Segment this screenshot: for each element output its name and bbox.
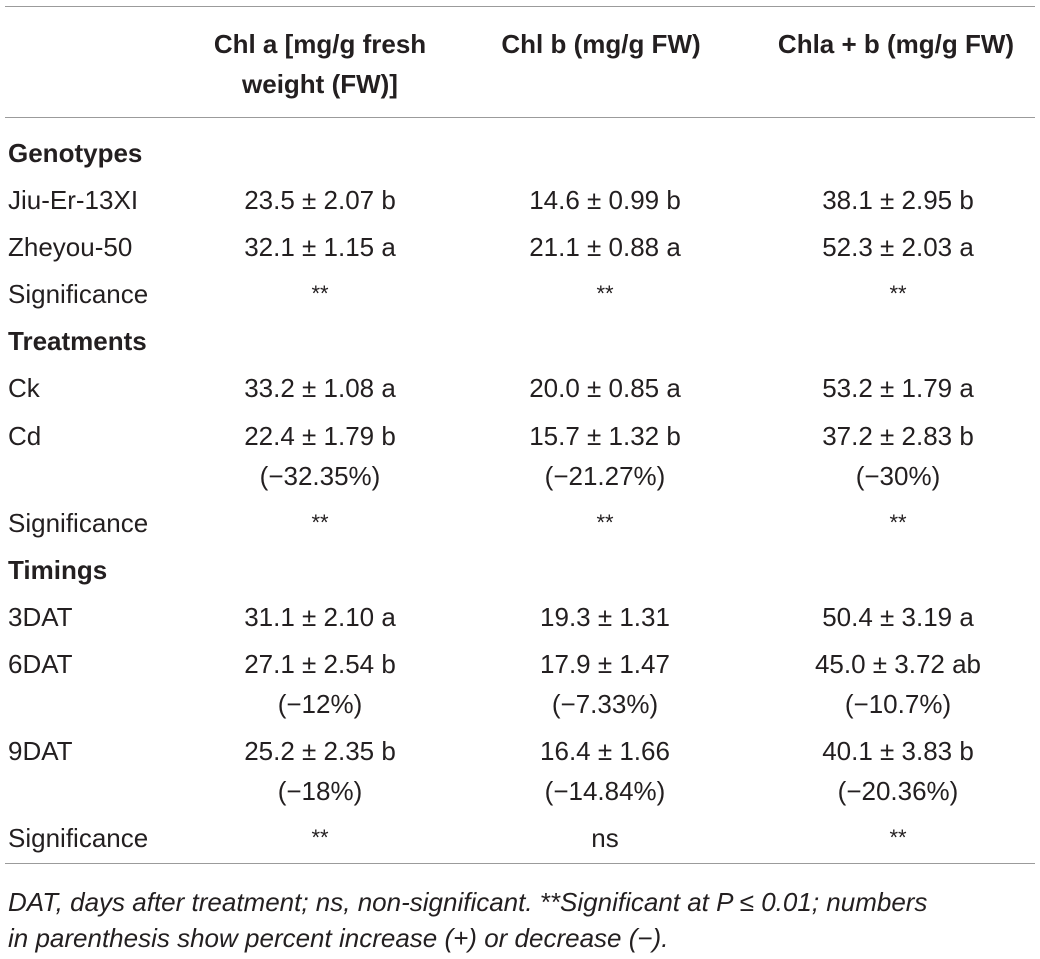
cell-chl-a: 31.1 ± 2.10 a [244,602,396,632]
cell-chl-a: 22.4 ± 1.79 b (−32.35%) [170,416,470,496]
cell-chl-ab: 38.1 ± 2.95 b [822,185,974,215]
cell-chl-b: ** [596,281,614,306]
row-label: 3DAT [8,602,73,632]
cell-value: 25.2 ± 2.35 b [244,736,396,766]
cell-chl-ab: 37.2 ± 2.83 b (−30%) [748,416,1040,496]
footnote-line2: in parenthesis show percent increase (+)… [8,923,669,953]
table-top-rule [5,6,1035,7]
cell-chl-b: ** [596,510,614,535]
cell-percent: (−18%) [277,776,363,806]
cell-chl-b: 16.4 ± 1.66 (−14.84%) [455,731,755,811]
cell-chl-ab: 40.1 ± 3.83 b (−20.36%) [748,731,1040,811]
row-label: Ck [8,373,40,403]
table-footnote: DAT, days after treatment; ns, non-signi… [8,884,1038,956]
cell-value: 16.4 ± 1.66 [540,736,670,766]
row-label: Significance [8,823,149,853]
row-label: 6DAT [8,649,73,679]
cell-percent: (−7.33%) [551,689,659,719]
cell-percent: (−14.84%) [544,776,666,806]
column-header-chl-a: Chl a [mg/g fresh weight (FW)] [182,24,458,104]
row-label: Jiu-Er-13XI [8,185,139,215]
cell-chl-ab: 53.2 ± 1.79 a [822,373,974,403]
column-header-chl-ab: Chla + b (mg/g FW) [777,29,1015,59]
cell-value: 17.9 ± 1.47 [540,649,670,679]
column-header-chl-b: Chl b (mg/g FW) [501,29,701,59]
cell-chl-b: 20.0 ± 0.85 a [529,373,681,403]
row-label: 9DAT [8,736,73,766]
table-bottom-rule [5,863,1035,864]
column-header-chl-a-line1: Chl a [mg/g fresh [213,29,427,59]
cell-percent: (−30%) [855,461,941,491]
row-label: Zheyou-50 [8,232,133,262]
cell-chl-b: 19.3 ± 1.31 [540,602,670,632]
cell-chl-a: 32.1 ± 1.15 a [244,232,396,262]
cell-percent: (−20.36%) [837,776,959,806]
table-header-rule [5,117,1035,118]
cell-chl-a: ** [311,825,329,850]
cell-chl-a: 25.2 ± 2.35 b (−18%) [170,731,470,811]
cell-chl-b: 21.1 ± 0.88 a [529,232,681,262]
cell-chl-ab: 50.4 ± 3.19 a [822,602,974,632]
group-label: Treatments [8,326,147,356]
cell-value: 40.1 ± 3.83 b [822,736,974,766]
row-label: Significance [8,508,149,538]
cell-chl-b: 15.7 ± 1.32 b (−21.27%) [455,416,755,496]
cell-percent: (−21.27%) [544,461,666,491]
cell-chl-b: 17.9 ± 1.47 (−7.33%) [455,644,755,724]
cell-chl-ab: 52.3 ± 2.03 a [822,232,974,262]
cell-chl-b: 14.6 ± 0.99 b [529,185,681,215]
cell-chl-a: 23.5 ± 2.07 b [244,185,396,215]
column-header-chl-a-line2: weight (FW)] [242,69,398,99]
cell-chl-ab: ** [889,281,907,306]
cell-value: 45.0 ± 3.72 ab [814,649,982,679]
cell-value: 27.1 ± 2.54 b [244,649,396,679]
cell-chl-a: ** [311,510,329,535]
cell-chl-a: 27.1 ± 2.54 b (−12%) [170,644,470,724]
cell-percent: (−12%) [277,689,363,719]
cell-value: 37.2 ± 2.83 b [822,421,974,451]
cell-chl-ab: ** [889,510,907,535]
row-label: Significance [8,279,149,309]
cell-chl-ab: ** [889,825,907,850]
cell-value: 15.7 ± 1.32 b [529,421,681,451]
cell-percent: (−10.7%) [844,689,952,719]
cell-value: 22.4 ± 1.79 b [244,421,396,451]
group-label: Genotypes [8,138,143,168]
group-label: Timings [8,555,108,585]
cell-chl-ab: 45.0 ± 3.72 ab (−10.7%) [748,644,1040,724]
cell-chl-b: ns [591,823,619,853]
cell-chl-a: ** [311,281,329,306]
cell-percent: (−32.35%) [259,461,381,491]
row-label: Cd [8,421,42,451]
cell-chl-a: 33.2 ± 1.08 a [244,373,396,403]
footnote-line1: DAT, days after treatment; ns, non-signi… [8,887,928,917]
